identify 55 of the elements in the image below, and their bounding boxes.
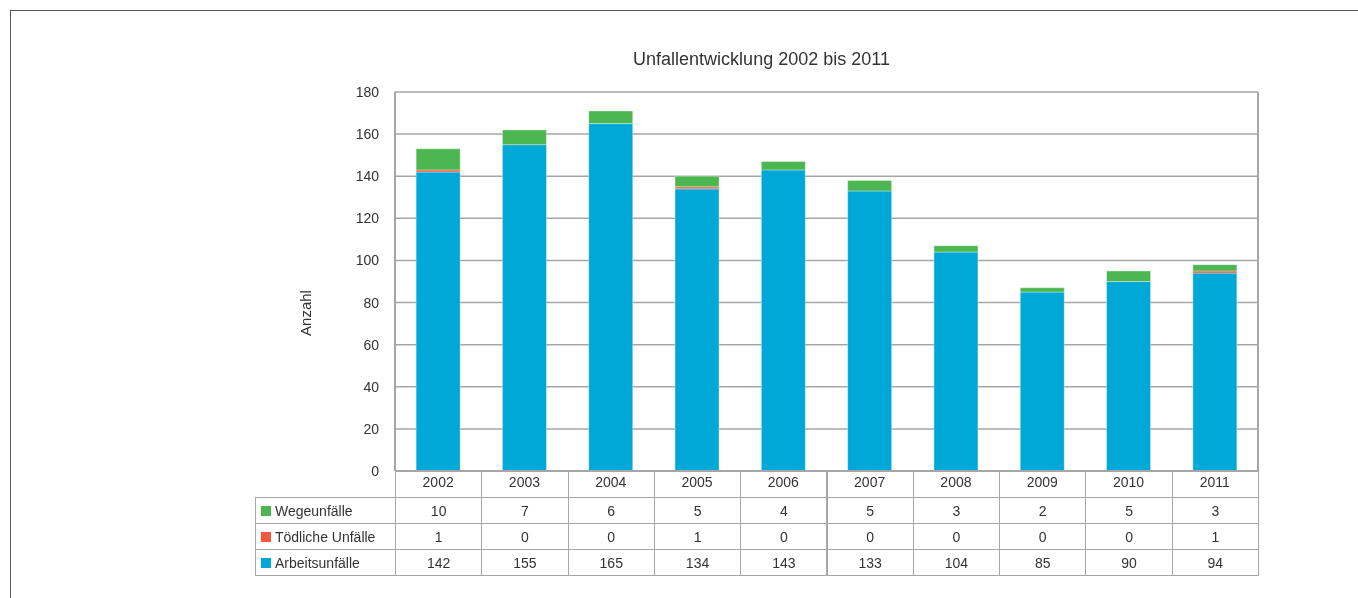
- x-tick-label: 2010: [1112, 473, 1145, 490]
- chart-title: Unfallentwicklung 2002 bis 2011: [633, 49, 890, 70]
- y-tick-label: 180: [355, 83, 380, 100]
- x-tick-label: 2007: [854, 473, 886, 490]
- x-tick-label: 2005: [681, 473, 713, 490]
- data-label: 0: [567, 523, 655, 550]
- y-tick-label: 160: [355, 126, 380, 143]
- data-label: 143: [740, 549, 828, 576]
- x-tick-label: 2011: [1199, 473, 1231, 490]
- data-label: 5: [826, 497, 914, 524]
- legend-label: Wegeunfälle: [275, 502, 353, 519]
- data-label: 4: [740, 497, 828, 524]
- data-label: 0: [826, 523, 914, 550]
- x-tick-label: 2006: [767, 473, 800, 490]
- y-tick-label: 100: [355, 252, 380, 269]
- data-label: 1: [1171, 523, 1259, 550]
- data-label: 134: [653, 549, 742, 576]
- data-label: 0: [999, 523, 1087, 550]
- x-tick-label: 2004: [595, 473, 627, 490]
- data-label: 5: [1085, 497, 1173, 524]
- data-label: 0: [481, 523, 569, 550]
- y-tick-label: 40: [363, 378, 380, 395]
- y-tick-label: 80: [363, 294, 380, 311]
- data-label: 133: [826, 549, 914, 576]
- data-label: 1: [395, 523, 483, 550]
- data-label: 0: [912, 523, 1001, 550]
- legend-label: Tödliche Unfälle: [275, 528, 376, 545]
- data-label: 1: [653, 523, 742, 550]
- y-tick-label: 0: [371, 462, 380, 479]
- data-label: 0: [1085, 523, 1173, 550]
- data-label: 90: [1085, 549, 1173, 576]
- data-label: 5: [653, 497, 742, 524]
- data-label: 0: [740, 523, 828, 550]
- x-tick-label: 2003: [508, 473, 541, 490]
- data-label: 165: [567, 549, 655, 576]
- data-label: 3: [1171, 497, 1259, 524]
- y-tick-label: 60: [363, 336, 380, 353]
- data-label: 2: [999, 497, 1087, 524]
- data-label: 10: [395, 497, 483, 524]
- data-label: 6: [567, 497, 655, 524]
- legend-label: Arbeitsunfälle: [275, 554, 360, 571]
- data-label: 142: [395, 549, 483, 576]
- y-tick-label: 140: [355, 168, 380, 185]
- x-tick-label: 2008: [940, 473, 972, 490]
- data-label: 3: [912, 497, 1001, 524]
- y-tick-label: 120: [355, 210, 380, 227]
- data-label: 155: [481, 549, 569, 576]
- y-tick-label: 20: [363, 420, 380, 437]
- data-label: 104: [912, 549, 1001, 576]
- x-tick-label: 2009: [1026, 473, 1059, 490]
- data-label: 7: [481, 497, 569, 524]
- data-label: 85: [999, 549, 1087, 576]
- x-tick-label: 2002: [422, 473, 454, 490]
- y-axis-title: Anzahl: [296, 290, 314, 336]
- data-label: 94: [1171, 549, 1259, 576]
